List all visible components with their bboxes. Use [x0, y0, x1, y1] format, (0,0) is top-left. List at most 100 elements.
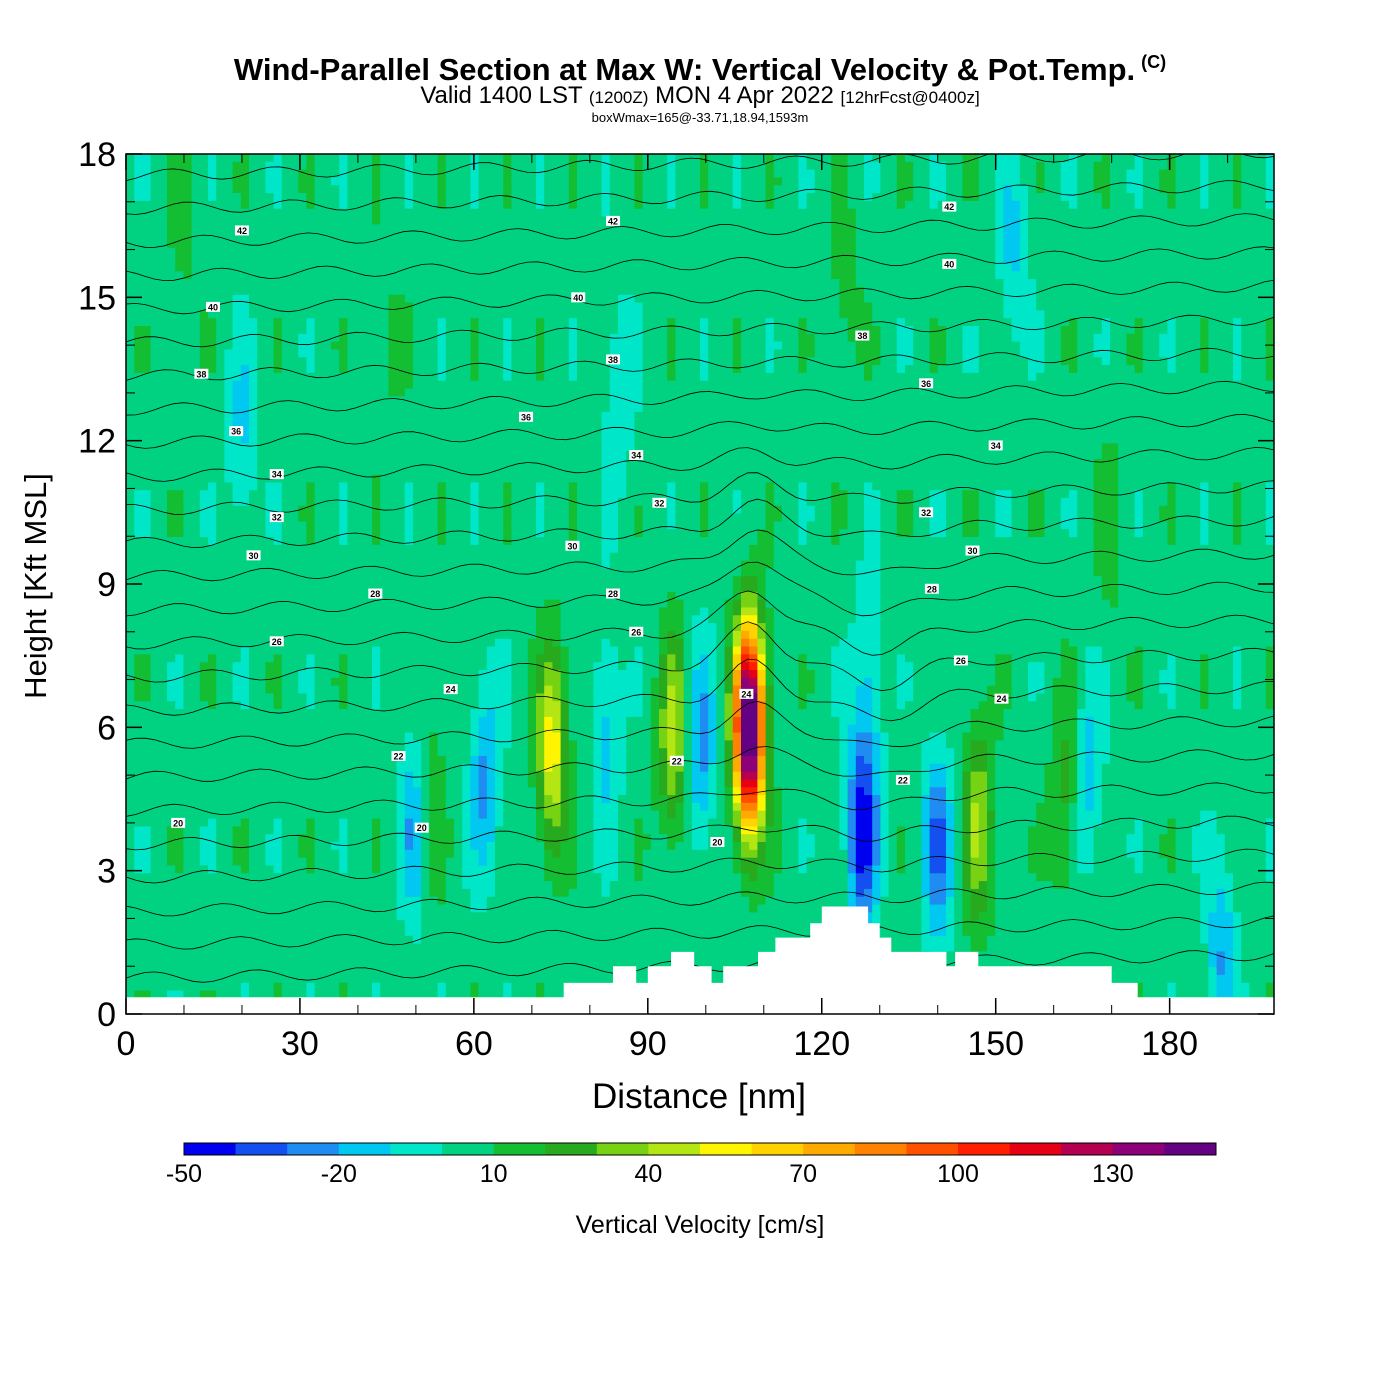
field-cell: [388, 255, 398, 265]
field-cell: [396, 255, 406, 265]
field-cell: [445, 396, 455, 405]
field-cell: [1093, 247, 1103, 257]
field-cell: [134, 216, 143, 225]
field-cell: [134, 294, 143, 304]
field-cell: [232, 404, 242, 413]
field-cell: [585, 349, 594, 358]
field-cell: [199, 412, 209, 421]
field-cell: [404, 279, 414, 288]
field-cell: [298, 161, 307, 171]
field-cell: [864, 271, 873, 280]
field-cell: [1200, 365, 1209, 374]
field-cell: [519, 427, 529, 437]
field-cell: [503, 333, 512, 343]
field-cell: [741, 404, 750, 413]
field-cell: [626, 349, 635, 358]
field-cell: [519, 365, 529, 374]
field-cell: [1216, 255, 1226, 265]
field-cell: [1036, 208, 1045, 218]
field-cell: [568, 263, 578, 272]
field-cell: [765, 224, 775, 233]
field-cell: [847, 240, 857, 249]
field-cell: [872, 294, 881, 304]
field-cell: [642, 404, 652, 413]
field-cell: [134, 372, 143, 382]
field-cell: [626, 310, 635, 319]
field-cell: [462, 372, 471, 382]
field-cell: [462, 302, 471, 311]
field-cell: [1192, 341, 1201, 351]
field-cell: [601, 193, 611, 202]
field-cell: [1036, 169, 1045, 179]
field-cell: [429, 208, 439, 218]
field-cell: [306, 412, 316, 421]
field-cell: [691, 412, 701, 421]
field-cell: [995, 193, 1004, 202]
field-cell: [987, 380, 996, 390]
field-cell: [249, 279, 258, 288]
field-cell: [511, 412, 521, 421]
field-cell: [478, 216, 488, 225]
field-cell: [683, 247, 693, 257]
field-cell: [495, 380, 504, 390]
field-cell: [749, 161, 758, 171]
field-cell: [1085, 380, 1095, 390]
field-cell: [232, 396, 242, 405]
field-cell: [642, 232, 652, 241]
field-cell: [749, 279, 758, 288]
field-cell: [1216, 302, 1226, 311]
field-cell: [1142, 310, 1152, 319]
field-cell: [1077, 161, 1086, 171]
field-cell: [1241, 279, 1250, 288]
field-cell: [946, 419, 955, 429]
field-cell: [905, 185, 914, 194]
field-cell: [536, 255, 545, 265]
field-cell: [1241, 310, 1250, 319]
field-cell: [806, 365, 816, 374]
field-cell: [601, 247, 611, 257]
field-cell: [290, 255, 299, 265]
field-cell: [175, 240, 184, 249]
field-cell: [593, 193, 603, 202]
field-cell: [1257, 169, 1267, 179]
field-cell: [265, 380, 275, 390]
field-cell: [1019, 193, 1029, 202]
field-cell: [1257, 154, 1267, 163]
field-cell: [1060, 396, 1070, 405]
field-cell: [331, 333, 340, 343]
field-cell: [445, 365, 455, 374]
field-cell: [511, 333, 521, 343]
field-cell: [454, 302, 463, 311]
field-cell: [150, 412, 160, 421]
field-cell: [199, 349, 209, 358]
field-cell: [281, 427, 291, 437]
field-cell: [978, 161, 988, 171]
field-cell: [1216, 326, 1226, 335]
field-cell: [372, 310, 381, 319]
field-cell: [1249, 372, 1259, 382]
field-cell: [486, 333, 496, 343]
field-cell: [987, 302, 996, 311]
field-cell: [708, 185, 717, 194]
field-cell: [970, 380, 980, 390]
field-cell: [905, 341, 914, 351]
field-cell: [1224, 232, 1234, 241]
field-cell: [1208, 247, 1218, 257]
field-cell: [1151, 216, 1160, 225]
field-cell: [1052, 357, 1062, 366]
field-cell: [970, 302, 980, 311]
field-cell: [1011, 193, 1021, 202]
field-cell: [363, 255, 373, 265]
field-cell: [355, 154, 365, 163]
field-cell: [937, 200, 947, 210]
field-cell: [1011, 200, 1021, 210]
field-cell: [716, 263, 726, 272]
field-cell: [954, 326, 963, 335]
field-cell: [216, 193, 225, 202]
field-cell: [1167, 263, 1177, 272]
field-cell: [1200, 224, 1209, 233]
field-cell: [773, 200, 783, 210]
field-cell: [339, 279, 348, 288]
field-cell: [1167, 294, 1177, 304]
field-cell: [1060, 388, 1070, 397]
